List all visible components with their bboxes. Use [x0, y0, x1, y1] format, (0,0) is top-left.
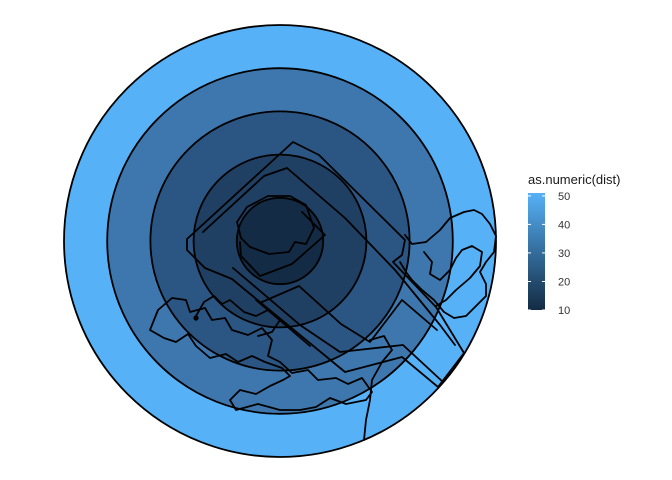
legend-tick-label-20: 20: [558, 277, 570, 289]
legend-tick-label-50: 50: [558, 191, 570, 203]
landcover-boundary-southwest-inner: [195, 295, 281, 337]
legend-tick-label-30: 30: [558, 248, 570, 260]
road-inner-lane-north: [202, 167, 456, 346]
road-inner-lane-mid: [255, 285, 438, 347]
point-feature: [193, 315, 199, 321]
legend-tick-label-40: 40: [558, 219, 570, 231]
inner-block-outline: [239, 211, 326, 277]
south-boundary-line: [363, 335, 393, 441]
landcover-boundary-east: [399, 209, 497, 319]
road-inner-lane-south: [232, 267, 444, 383]
ring-dist-10: [235, 196, 325, 286]
legend-title: as.numeric(dist): [528, 172, 620, 187]
core-building-outline: [236, 195, 315, 255]
road-corridor-outline: [186, 141, 465, 388]
legend: as.numeric(dist) 10 20 30 40 50: [528, 172, 620, 317]
distance-rings: [63, 24, 497, 458]
feature-overlay: [149, 141, 497, 441]
landcover-boundary-southwest: [149, 297, 373, 411]
legend-colorbar: [528, 193, 545, 310]
landcover-boundary-east-inner: [423, 245, 483, 307]
legend-tick-label-10: 10: [558, 305, 570, 317]
legend-ticks: 10 20 30 40 50: [528, 191, 570, 317]
